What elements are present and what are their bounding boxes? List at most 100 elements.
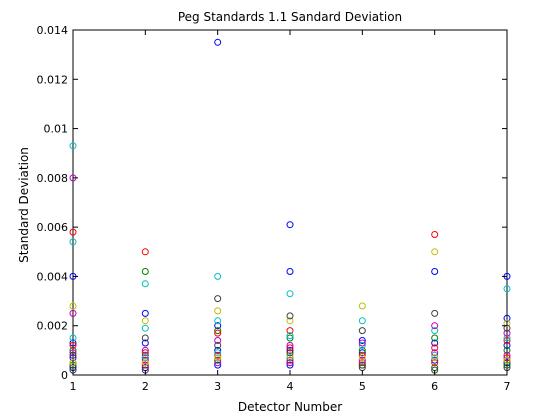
data-point [141, 334, 149, 342]
data-point [141, 309, 149, 317]
data-point [286, 312, 294, 320]
data-point [358, 349, 366, 357]
x-tick-label: 4 [287, 380, 294, 393]
data-point [286, 361, 294, 369]
y-tick-label: 0.002 [37, 320, 69, 333]
data-point [141, 351, 149, 359]
data-point [431, 248, 439, 256]
data-point [214, 351, 222, 359]
data-point [358, 354, 366, 362]
data-point [286, 346, 294, 354]
data-point [286, 359, 294, 367]
data-point [431, 334, 439, 342]
data-point [503, 337, 511, 344]
data-point [503, 285, 511, 293]
data-point [286, 221, 294, 229]
data-point [431, 349, 439, 357]
data-point [69, 359, 77, 367]
data-point [503, 346, 511, 354]
y-tick-label: 0 [61, 369, 68, 382]
x-tick-label: 7 [504, 380, 511, 393]
data-point [358, 351, 366, 359]
data-point [141, 324, 149, 332]
data-point [286, 354, 294, 362]
data-point [141, 339, 149, 347]
data-point [503, 356, 511, 364]
data-point [214, 359, 222, 367]
data-point [141, 356, 149, 364]
data-point [286, 344, 294, 352]
data-point [358, 337, 366, 344]
data-point [503, 334, 511, 342]
data-point [431, 354, 439, 362]
y-tick-label: 0.004 [37, 270, 69, 283]
y-tick-label: 0.014 [37, 24, 69, 37]
data-point [431, 359, 439, 367]
chart-title: Peg Standards 1.1 Sandard Deviation [178, 10, 402, 24]
data-point [214, 356, 222, 364]
data-point [141, 248, 149, 256]
y-tick-label: 0.006 [37, 221, 69, 234]
data-point [358, 302, 366, 310]
data-point [503, 324, 511, 332]
data-point [69, 361, 77, 369]
y-axis-ticks: 0 0.002 0.004 0.006 0.008 0.01 0.012 0.014 [37, 24, 507, 382]
data-point [358, 341, 366, 349]
data-point [214, 354, 222, 362]
y-tick-label: 0.008 [37, 172, 69, 185]
data-point [69, 349, 77, 357]
data-point [503, 359, 511, 367]
data-point [214, 295, 222, 303]
data-point [214, 349, 222, 357]
data-point [431, 231, 439, 238]
data-point [358, 346, 366, 354]
data-point [69, 309, 77, 317]
data-point [69, 334, 77, 342]
data-point [358, 327, 366, 335]
data-point [69, 302, 77, 310]
data-point [503, 329, 511, 337]
x-tick-label: 6 [431, 380, 438, 393]
x-tick-label: 5 [359, 380, 366, 393]
data-point [214, 38, 222, 46]
data-point [69, 354, 77, 362]
data-point [214, 307, 222, 315]
x-axis-label: Detector Number [238, 400, 342, 414]
data-point [214, 361, 222, 369]
data-point [503, 341, 511, 349]
data-point [214, 317, 222, 325]
data-point [431, 268, 439, 275]
data-point [141, 268, 149, 275]
y-tick-label: 0.012 [37, 73, 69, 86]
x-tick-label: 1 [70, 380, 77, 393]
data-point [69, 238, 77, 246]
data-point [214, 329, 222, 337]
data-point [431, 344, 439, 352]
data-point [141, 346, 149, 354]
data-point [286, 268, 294, 275]
data-point [431, 351, 439, 359]
data-point [141, 349, 149, 357]
data-point [431, 339, 439, 347]
plot-area [72, 29, 508, 376]
data-point [69, 341, 77, 349]
data-point [503, 314, 511, 322]
data-point [286, 351, 294, 359]
data-point [286, 317, 294, 325]
data-points [69, 38, 511, 374]
data-point [69, 228, 77, 236]
x-tick-label: 2 [142, 380, 149, 393]
data-point [214, 322, 222, 330]
data-point [69, 142, 77, 150]
data-point [286, 349, 294, 357]
axes-frame [72, 29, 508, 376]
data-point [69, 339, 77, 347]
data-point [431, 322, 439, 330]
data-point [286, 332, 294, 340]
data-point [286, 290, 294, 298]
data-point [141, 280, 149, 288]
series-5 [69, 248, 511, 367]
data-point [431, 327, 439, 335]
data-point [214, 272, 222, 280]
